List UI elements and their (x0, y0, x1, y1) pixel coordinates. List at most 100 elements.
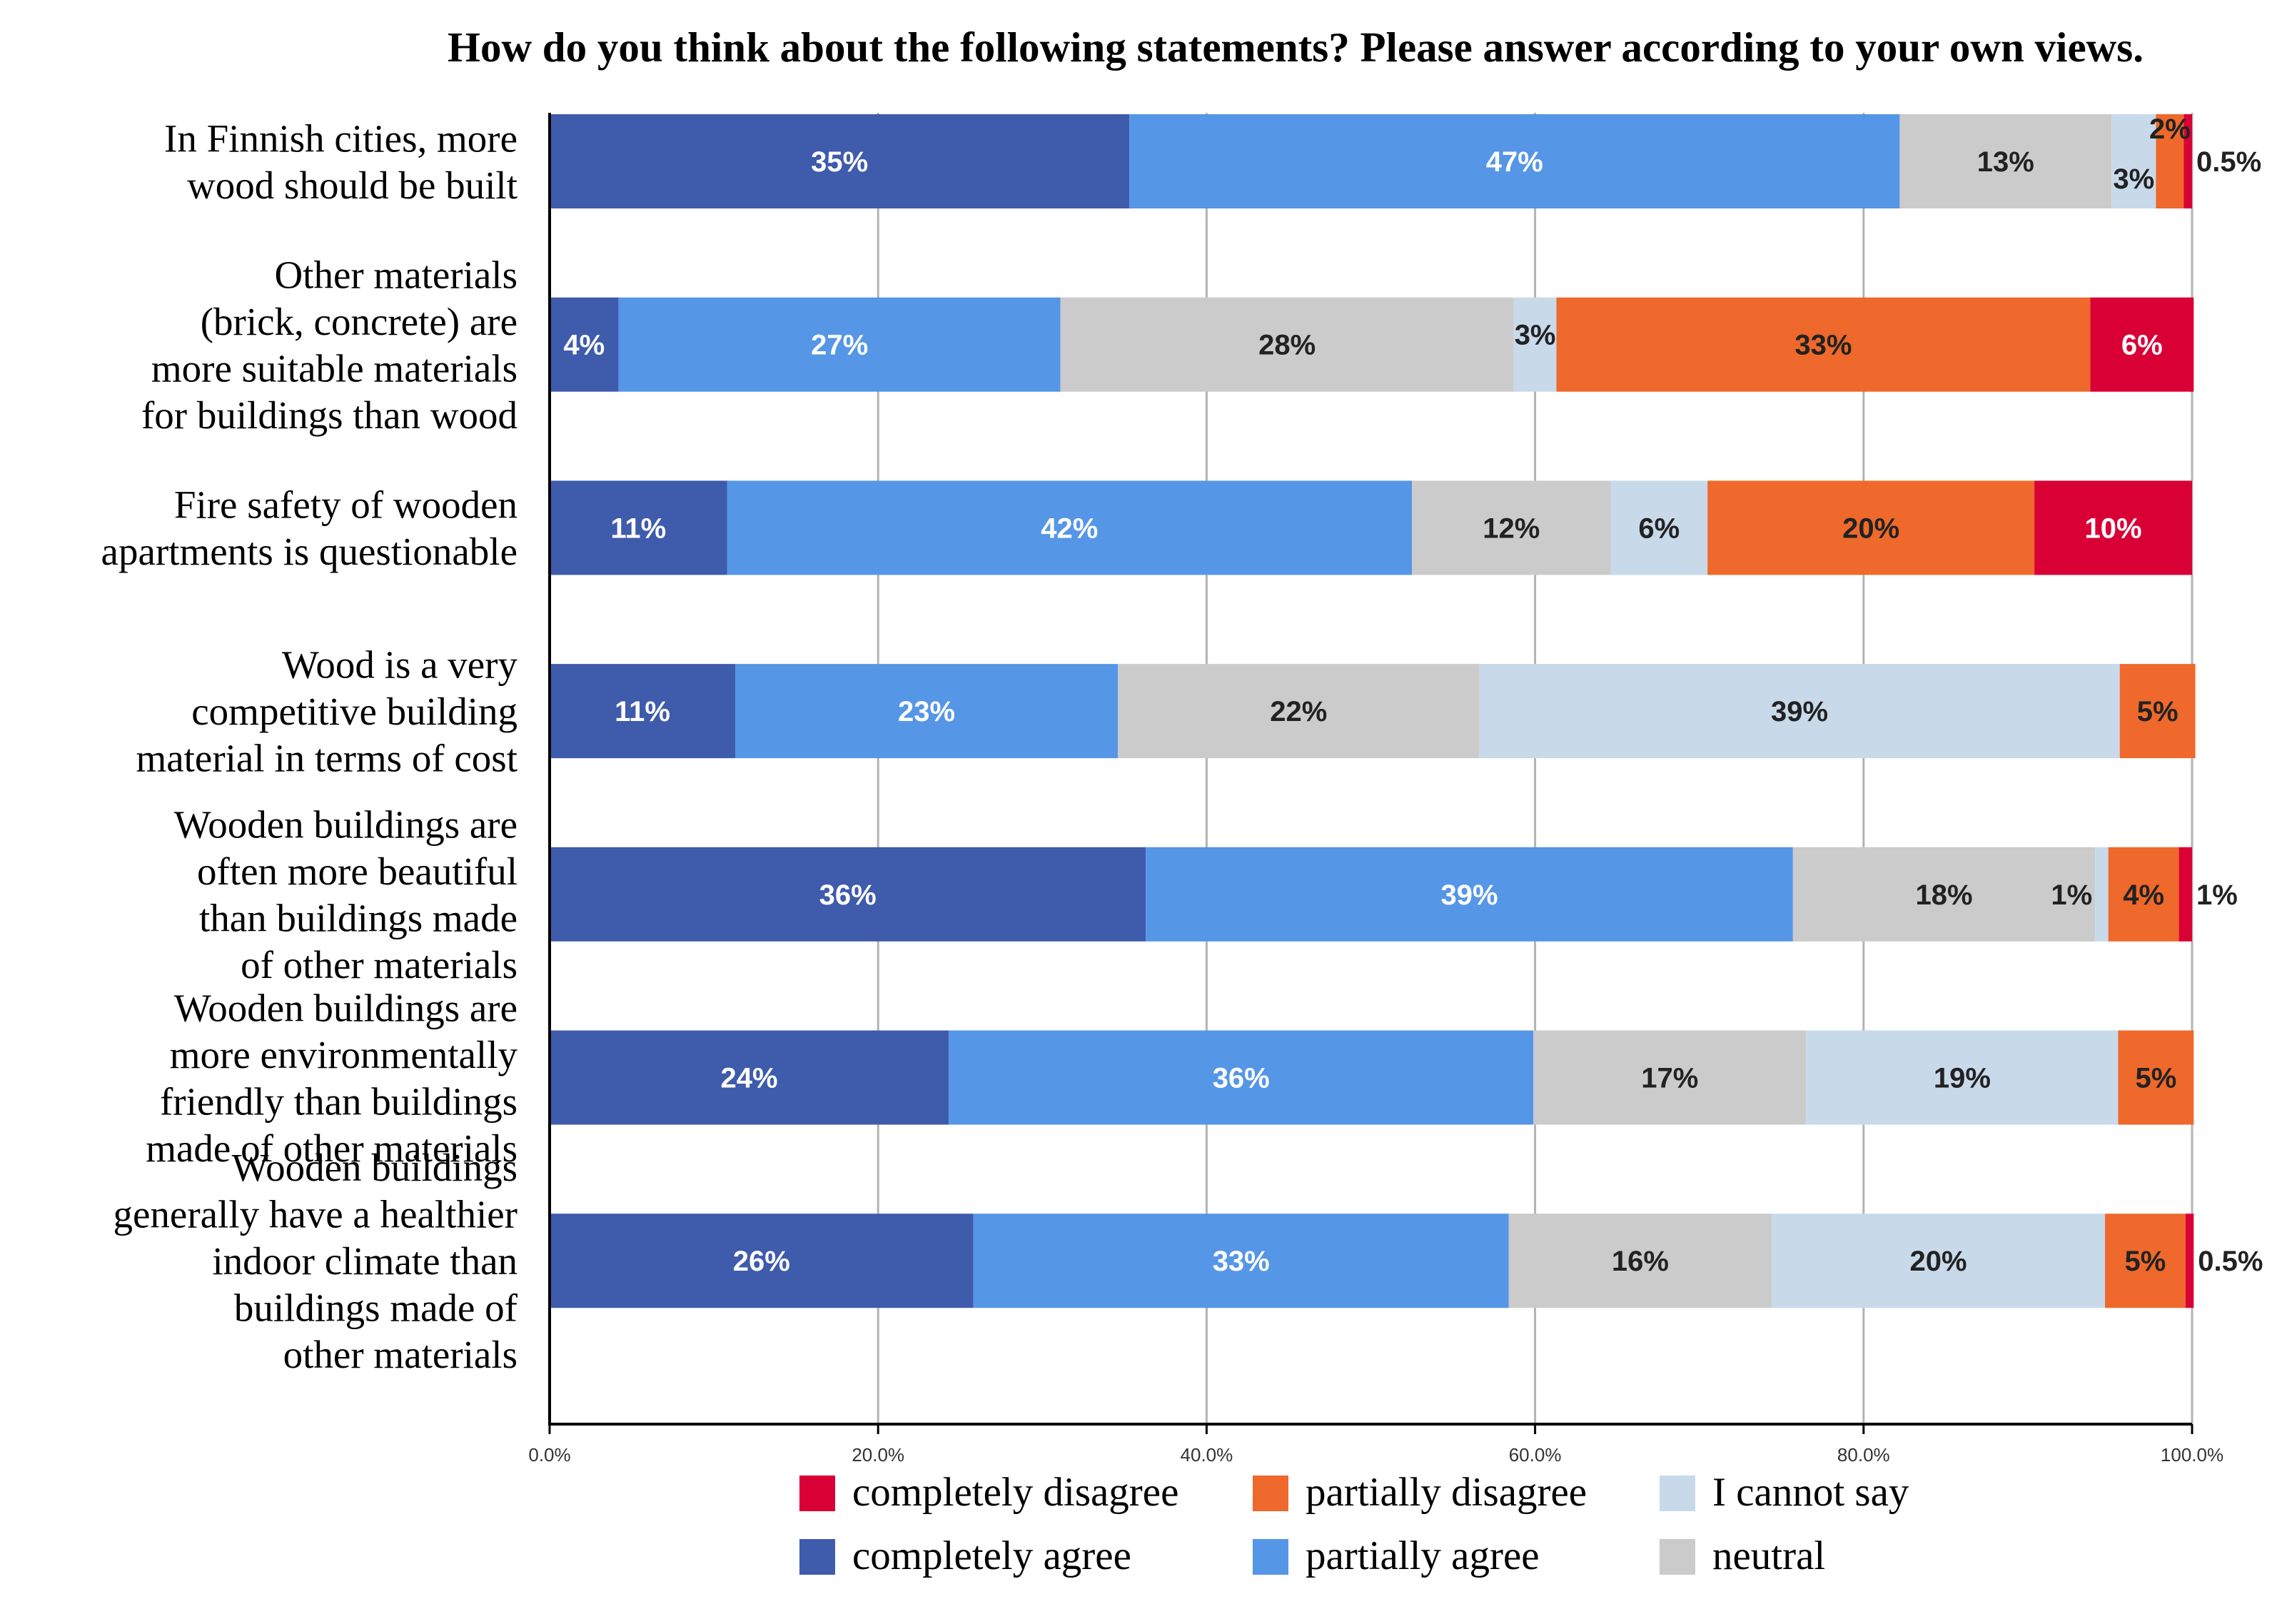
bar-segment (735, 664, 1119, 759)
x-tick-label: 20.0% (852, 1444, 904, 1466)
legend: completely disagree partially disagree I c… (799, 1470, 1909, 1578)
bar-segment (550, 480, 727, 575)
bar-segment (1806, 1030, 2119, 1125)
category-label: Wood is a very (282, 643, 518, 687)
category-label: competitive building (191, 690, 518, 733)
data-label: 36% (1213, 1063, 1270, 1094)
data-label: 36% (819, 879, 877, 911)
bar-segment (2105, 1214, 2186, 1308)
data-label: 27% (811, 330, 868, 361)
data-label: 33% (1794, 330, 1852, 361)
data-label: 5% (2125, 1246, 2166, 1277)
category-label: In Finnish cities, more (164, 116, 518, 160)
chart-title: How do you think about the following sta… (448, 24, 2144, 71)
data-label: 1% (2196, 879, 2238, 911)
legend-label: partially disagree (1306, 1470, 1587, 1515)
bar-segment (1060, 297, 1514, 392)
category-label: generally have a healthier (113, 1193, 518, 1236)
bar-segment (2034, 480, 2192, 575)
category-label: buildings made of (234, 1286, 518, 1330)
data-label: 6% (2121, 330, 2163, 361)
data-label: 5% (2135, 1063, 2176, 1094)
data-label: 33% (1213, 1246, 1270, 1277)
bar-segment (2185, 1214, 2194, 1308)
bar-segment (1792, 847, 2096, 942)
category-label: than buildings made (199, 897, 518, 940)
x-tick-label: 40.0% (1181, 1444, 1233, 1466)
bar-segment (2108, 847, 2179, 942)
category-label: other materials (283, 1333, 518, 1376)
bar-segment (1146, 847, 1793, 942)
bar-segment (1479, 664, 2120, 759)
category-label: Other materials (274, 253, 518, 296)
legend-swatch (799, 1539, 835, 1575)
category-label: made of other materials (146, 1126, 518, 1170)
bar-segment (1610, 480, 1708, 575)
axes: 0.0% 20.0% 40.0% 60.0% 80.0% 100.0% (528, 113, 2223, 1466)
category-label: apartments is questionable (101, 530, 518, 573)
data-label: 24% (721, 1063, 778, 1094)
data-label: 11% (610, 513, 666, 544)
legend-swatch (1253, 1476, 1288, 1511)
x-tick-label: 80.0% (1837, 1444, 1890, 1466)
category-label: indoor climate than (212, 1239, 518, 1283)
data-label: 42% (1041, 513, 1098, 544)
data-label: 35% (811, 146, 868, 178)
category-labels: 35% 47% 13% 3% 2%0.5% In Finnish cities, more… (101, 114, 2263, 1376)
category-label: often more beautiful (197, 849, 518, 893)
bar-segment (1513, 297, 1557, 392)
bar-segment (550, 1030, 949, 1125)
bar-segment (1771, 1214, 2106, 1308)
bar-segment (1533, 1030, 1807, 1125)
data-label: 19% (1934, 1063, 1991, 1094)
category-label: Wooden buildings (232, 1146, 518, 1189)
legend-swatch (1660, 1539, 1695, 1575)
legend-label: partially agree (1306, 1533, 1540, 1578)
bar-segment (550, 297, 619, 392)
data-label: 0.5% (2196, 146, 2261, 178)
bar-segment (550, 1214, 974, 1308)
category-label: material in terms of cost (136, 737, 518, 780)
bar-segment (1556, 297, 2091, 392)
x-tick-label: 60.0% (1509, 1444, 1562, 1466)
data-label: 3% (1515, 320, 1556, 351)
legend-swatch (799, 1476, 835, 1511)
bar-segment (2156, 114, 2184, 208)
category-label: of other materials (241, 943, 518, 987)
bar-segment (550, 664, 736, 759)
data-label: 2% (2149, 114, 2191, 145)
data-label: 10% (2085, 513, 2142, 544)
data-label: 20% (1842, 513, 1899, 544)
bar-segment (973, 1214, 1509, 1308)
bar-segment (2178, 847, 2192, 942)
data-label: 4% (563, 330, 605, 361)
bar-segment (2090, 297, 2194, 392)
data-label: 3% (2113, 163, 2154, 195)
data-label: 47% (1486, 146, 1543, 178)
category-label: (brick, concrete) are (201, 300, 518, 343)
bar-segment (1707, 480, 2035, 575)
data-label: 18% (1916, 879, 1973, 911)
category-label: more environmentally (170, 1033, 518, 1076)
category-label: friendly than buildings (160, 1079, 518, 1123)
data-label: 4% (2123, 879, 2164, 911)
bar-segment (550, 114, 1130, 208)
x-tick-label: 0.0% (528, 1444, 570, 1466)
data-label: 13% (1977, 146, 2034, 178)
bars (550, 114, 2196, 1308)
category-label: more suitable materials (151, 346, 518, 390)
category-label: Fire safety of wooden (174, 483, 518, 527)
legend-label: completely disagree (852, 1470, 1178, 1515)
data-label: 11% (615, 696, 670, 727)
data-label: 6% (1638, 513, 1680, 544)
data-label: 39% (1771, 696, 1828, 727)
data-label: 28% (1258, 330, 1316, 361)
category-label: Wooden buildings are (174, 803, 518, 847)
category-label: for buildings than wood (141, 393, 518, 437)
bar-segment (2095, 847, 2109, 942)
bar-segment (1129, 114, 1900, 208)
data-label: 20% (1909, 1246, 1967, 1277)
data-label: 39% (1441, 879, 1498, 911)
bar-segment (1118, 664, 1480, 759)
data-label: 1% (2051, 879, 2092, 911)
